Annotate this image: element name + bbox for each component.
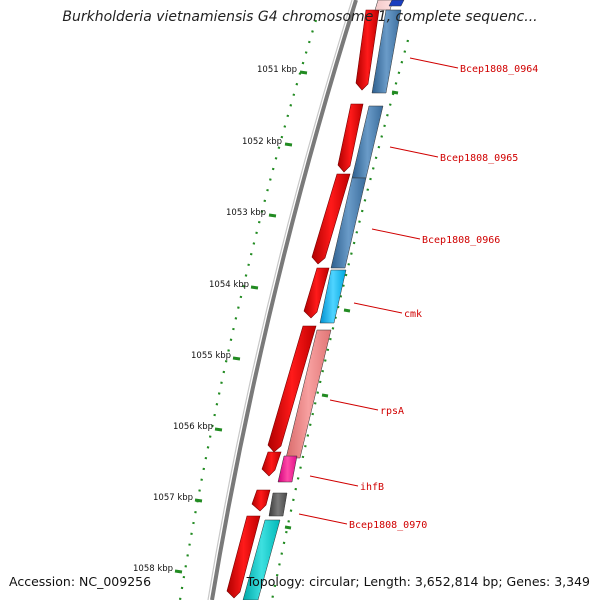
gene-arrow[interactable] — [267, 325, 317, 453]
gene-arrow[interactable] — [303, 267, 330, 319]
tick-marks — [174, 70, 308, 574]
tick-mark — [194, 498, 203, 503]
gene-block[interactable] — [242, 519, 281, 600]
tick-label: 1057 kbp — [153, 493, 193, 503]
gene-arrow[interactable] — [261, 451, 282, 477]
accession-text: Accession: NC_009256 — [9, 574, 152, 589]
forward-strand-features — [226, 9, 380, 599]
gene-block[interactable] — [277, 455, 298, 483]
gene-arrow[interactable] — [311, 173, 351, 265]
gene-label-ihfb[interactable]: ihfB — [360, 482, 384, 493]
tick-mark — [174, 569, 183, 574]
gene-block[interactable] — [330, 177, 367, 269]
genome-summary-text: Topology: circular; Length: 3,652,814 bp… — [246, 574, 590, 589]
gene-label-bcep1808-0966[interactable]: Bcep1808_0966 — [422, 235, 500, 246]
tick-label: 1052 kbp — [242, 137, 282, 147]
gene-block[interactable] — [371, 9, 402, 94]
tick-labels: 1051 kbp 1052 kbp 1053 kbp 1054 kbp 1055… — [133, 65, 297, 574]
gene-arrow[interactable] — [251, 489, 271, 512]
outer-track-marks — [284, 90, 399, 530]
tick-label: 1055 kbp — [191, 351, 231, 361]
leader-line — [389, 146, 439, 158]
tick-label: 1051 kbp — [257, 65, 297, 75]
gene-label-cmk[interactable]: cmk — [404, 309, 422, 320]
leader-line — [353, 302, 403, 314]
tick-label: 1056 kbp — [173, 422, 213, 432]
tick-mark — [250, 285, 259, 290]
leader-line — [409, 57, 459, 69]
leader-line — [329, 399, 379, 411]
tick-mark — [214, 427, 223, 432]
gene-label-rpsa[interactable]: rpsA — [380, 406, 404, 417]
leader-line — [309, 475, 359, 487]
gene-arrow[interactable] — [337, 103, 364, 173]
reverse-strand-features — [242, 0, 405, 600]
leader-line — [298, 513, 348, 525]
gene-label-bcep1808-0970[interactable]: Bcep1808_0970 — [349, 520, 427, 531]
tick-label: 1054 kbp — [209, 280, 249, 290]
backbone-ring-highlight — [207, 0, 353, 600]
tick-label: 1053 kbp — [226, 208, 266, 218]
tick-label: 1058 kbp — [133, 564, 173, 574]
tick-mark — [299, 70, 308, 75]
dotted-track — [178, 19, 318, 600]
gene-label-bcep1808-0964[interactable]: Bcep1808_0964 — [460, 64, 538, 75]
gene-arrow[interactable] — [226, 515, 261, 599]
tick-mark — [232, 356, 241, 361]
tick-mark — [284, 142, 293, 147]
gene-block[interactable] — [285, 329, 332, 459]
map-title: Burkholderia vietnamiensis G4 chromosome… — [62, 9, 538, 25]
backbone-ring — [210, 0, 358, 600]
gene-block[interactable] — [268, 492, 288, 517]
leader-line — [371, 228, 421, 240]
gene-block[interactable] — [388, 0, 405, 7]
gene-label-bcep1808-0965[interactable]: Bcep1808_0965 — [440, 153, 518, 164]
gene-block[interactable] — [319, 269, 347, 324]
gene-labels: Bcep1808_0964 Bcep1808_0965 Bcep1808_096… — [349, 64, 538, 531]
tick-mark — [268, 213, 277, 218]
dotted-track-outer — [270, 39, 410, 600]
leader-lines — [298, 57, 459, 525]
